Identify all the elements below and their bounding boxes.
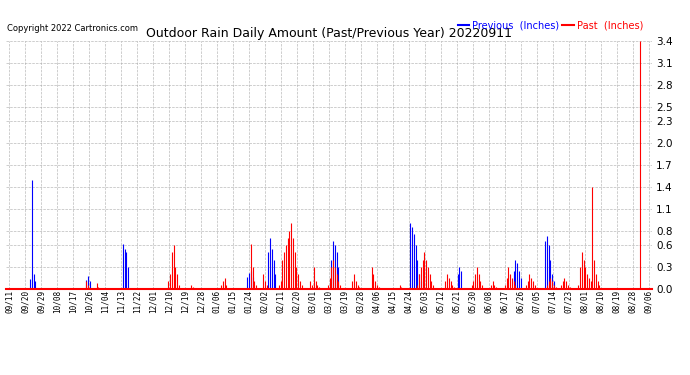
Text: Copyright 2022 Cartronics.com: Copyright 2022 Cartronics.com [7, 24, 138, 33]
Title: Outdoor Rain Daily Amount (Past/Previous Year) 20220911: Outdoor Rain Daily Amount (Past/Previous… [146, 27, 512, 40]
Legend: Previous  (Inches), Past  (Inches): Previous (Inches), Past (Inches) [454, 16, 647, 34]
